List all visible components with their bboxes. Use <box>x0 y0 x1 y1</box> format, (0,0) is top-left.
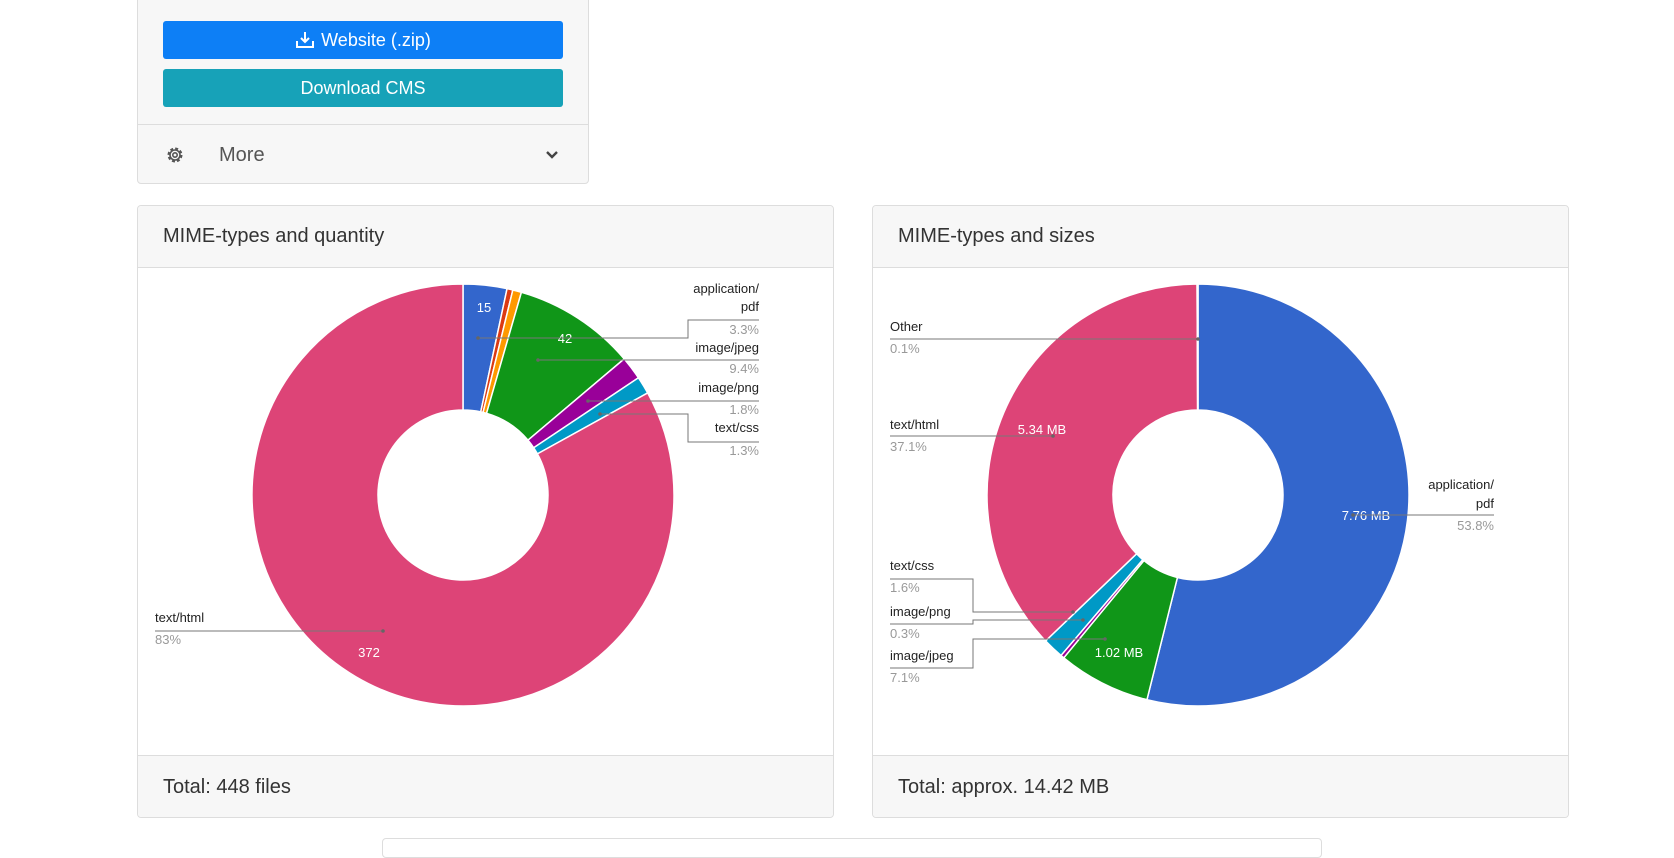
qty-percent-label-application-pdf: 3.3% <box>729 322 759 337</box>
mime-quantity-total: Total: 448 files <box>163 776 291 798</box>
download-icon <box>296 32 315 48</box>
qty-value-label-application-pdf: 15 <box>477 300 491 315</box>
next-card-edge <box>382 838 1322 858</box>
size-leader-image-jpeg <box>890 638 1105 669</box>
mime-quantity-header: MIME-types and quantity <box>138 206 833 268</box>
download-panel: Website (.zip) Download CMS More <box>137 0 589 184</box>
size-percent-label-application-pdf: 53.8% <box>1457 518 1494 533</box>
mime-quantity-card: MIME-types and quantity 15 42 372 applicati… <box>137 205 834 818</box>
mime-quantity-donut-chart: 1542372application/pdf3.3%image/jpeg9.4%… <box>155 281 760 707</box>
more-label: More <box>219 144 265 166</box>
size-value-label-image-jpeg: 1.02 MB <box>1095 645 1143 660</box>
size-category-label-text-html: text/html <box>890 417 939 432</box>
qty-category-label-image-png: image/png <box>698 380 759 395</box>
qty-leader-dot-text-css <box>598 412 602 416</box>
qty-leader-dot-application-pdf <box>476 336 480 340</box>
size-category-label-image-jpeg: image/jpeg <box>890 648 954 663</box>
mime-quantity-footer: Total: 448 files <box>138 755 833 817</box>
mime-sizes-total: Total: approx. 14.42 MB <box>898 776 1110 798</box>
size-category-label-application-pdf-line2: pdf <box>1476 496 1494 511</box>
download-website-zip-button[interactable]: Website (.zip) <box>163 21 563 59</box>
download-website-zip-label: Website (.zip) <box>321 29 431 50</box>
size-category-label-other: Other <box>890 319 923 334</box>
qty-leader-dot-image-png <box>586 399 590 403</box>
qty-category-label-text-css: text/css <box>715 420 760 435</box>
qty-category-label-application-pdf-line1: application/ <box>693 281 759 296</box>
mime-quantity-title: MIME-types and quantity <box>163 225 385 247</box>
qty-leader-dot-image-jpeg <box>536 358 540 362</box>
size-leader-image-png <box>890 619 1083 625</box>
qty-leader-text-css <box>600 413 759 443</box>
qty-percent-label-image-jpeg: 9.4% <box>729 361 759 376</box>
qty-category-label-text-html: text/html <box>155 610 204 625</box>
size-percent-label-image-jpeg: 7.1% <box>890 670 920 685</box>
size-leader-dot-image-jpeg <box>1103 637 1107 641</box>
qty-category-label-image-jpeg: image/jpeg <box>695 340 759 355</box>
size-slice-application-pdf <box>1146 283 1410 707</box>
qty-value-label-text-html: 372 <box>358 645 380 660</box>
qty-percent-label-text-css: 1.3% <box>729 443 759 458</box>
download-buttons-area: Website (.zip) Download CMS <box>138 0 588 125</box>
qty-leader-dot-text-html <box>381 629 385 633</box>
qty-category-label-application-pdf-line2: pdf <box>741 299 759 314</box>
size-percent-label-other: 0.1% <box>890 341 920 356</box>
mime-sizes-title: MIME-types and sizes <box>898 225 1095 247</box>
size-category-label-text-css: text/css <box>890 558 935 573</box>
size-leader-text-css <box>890 578 1073 613</box>
size-category-label-image-png: image/png <box>890 604 951 619</box>
size-leader-dot-other <box>1196 337 1200 341</box>
size-slice-other <box>1196 283 1199 411</box>
mime-sizes-donut-chart: 7.76 MB1.02 MB5.34 MBapplication/pdf53.8… <box>890 283 1494 707</box>
size-percent-label-text-css: 1.6% <box>890 580 920 595</box>
more-toggle[interactable]: More <box>138 125 588 185</box>
size-leader-dot-text-html <box>1051 434 1055 438</box>
mime-sizes-card: MIME-types and sizes 7.76 MB 1.02 MB 5.34 … <box>872 205 1569 818</box>
mime-sizes-header: MIME-types and sizes <box>873 206 1568 268</box>
gear-icon <box>167 147 183 163</box>
qty-percent-label-text-html: 83% <box>155 632 181 647</box>
download-cms-button[interactable]: Download CMS <box>163 69 563 107</box>
qty-slice-text-html <box>251 283 675 707</box>
size-value-label-text-html: 5.34 MB <box>1018 422 1066 437</box>
size-leader-dot-image-png <box>1081 618 1085 622</box>
size-slice-text-html <box>986 283 1199 642</box>
qty-percent-label-image-png: 1.8% <box>729 402 759 417</box>
size-percent-label-text-html: 37.1% <box>890 439 927 454</box>
mime-sizes-footer: Total: approx. 14.42 MB <box>873 755 1568 817</box>
size-leader-dot-application-pdf <box>1351 513 1355 517</box>
size-leader-dot-text-css <box>1071 610 1075 614</box>
qty-leader-application-pdf <box>478 319 759 339</box>
chevron-down-icon <box>546 151 558 159</box>
download-cms-label: Download CMS <box>300 77 426 98</box>
size-percent-label-image-png: 0.3% <box>890 626 920 641</box>
size-category-label-application-pdf-line1: application/ <box>1428 477 1494 492</box>
